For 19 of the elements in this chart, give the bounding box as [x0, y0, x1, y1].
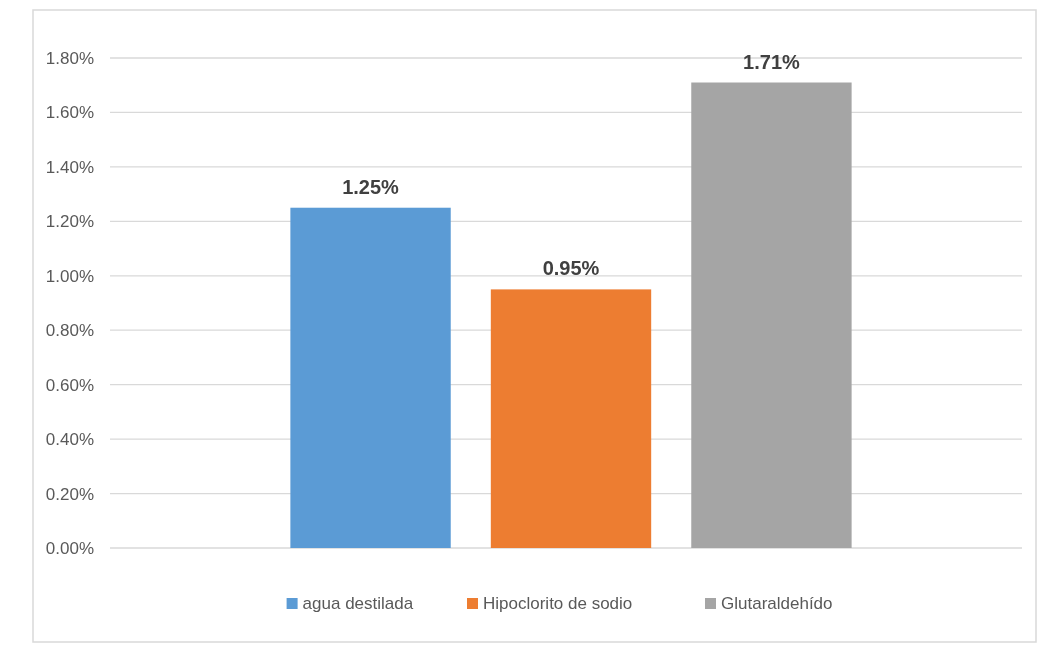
y-tick-label: 0.40%	[45, 430, 94, 450]
y-tick-label: 1.80%	[45, 49, 94, 68]
y-tick-label: 1.20%	[45, 212, 94, 232]
y-tick-label: 0.60%	[45, 375, 94, 395]
y-tick-label: 1.00%	[45, 266, 94, 286]
bar	[691, 82, 852, 548]
bar	[490, 289, 652, 548]
y-tick-label: 0.20%	[45, 484, 94, 504]
legend-label: Hipoclorito de sodio	[483, 594, 633, 613]
data-label: 1.71%	[743, 50, 801, 73]
y-tick-label: 1.60%	[45, 103, 94, 123]
legend-label: agua destilada	[302, 594, 414, 613]
bar	[290, 207, 451, 548]
legend-label: Glutaraldehído	[721, 594, 833, 613]
y-tick-label: 0.00%	[45, 539, 94, 558]
data-label: 0.95%	[542, 257, 600, 280]
y-tick-label: 0.80%	[45, 321, 94, 341]
y-tick-label: 1.40%	[45, 157, 94, 177]
data-label: 1.25%	[342, 175, 400, 198]
